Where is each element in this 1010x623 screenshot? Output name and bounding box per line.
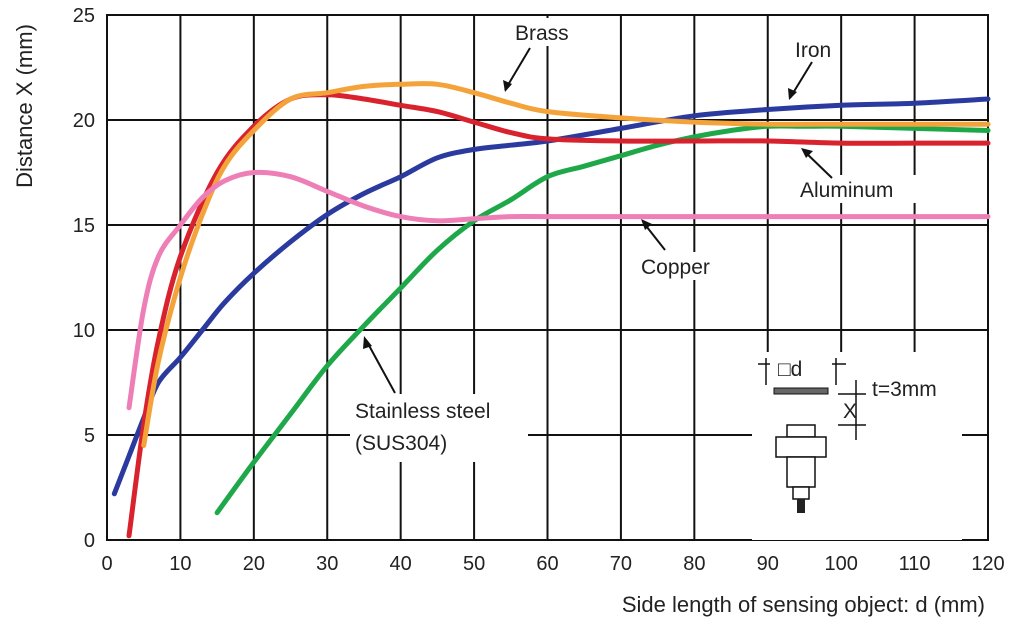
x-axis-title: Side length of sensing object: d (mm) xyxy=(622,592,985,617)
sensor-inset-diagram: □d t=3mm X xyxy=(752,352,962,540)
series-line-iron xyxy=(111,96,991,497)
stainless-label-line1: Stainless steel xyxy=(355,400,490,423)
inset-t-label: t=3mm xyxy=(872,378,937,401)
x-tick-label: 0 xyxy=(101,553,112,575)
x-tick-label: 80 xyxy=(683,553,705,575)
y-tick-label: 20 xyxy=(73,110,95,132)
x-tick-label: 110 xyxy=(899,553,931,575)
x-tick-label: 90 xyxy=(757,553,779,575)
aluminum-label: Aluminum xyxy=(800,179,893,202)
series-line-copper xyxy=(126,169,991,411)
iron-arrowhead xyxy=(788,88,797,100)
brass-label: Brass xyxy=(515,22,569,45)
inset-sensor-head xyxy=(786,424,816,438)
inset-sensor-nut xyxy=(775,436,827,458)
x-tick-label: 50 xyxy=(463,553,485,575)
x-tick-label: 100 xyxy=(824,553,857,575)
inset-d-label: □d xyxy=(778,358,802,381)
series-lines xyxy=(111,81,991,539)
inset-sensor-neck xyxy=(792,486,810,500)
x-tick-label: 20 xyxy=(243,553,265,575)
y-tick-label: 5 xyxy=(84,425,95,447)
x-tick-label: 10 xyxy=(169,553,191,575)
y-axis-title: Distance X (mm) xyxy=(12,24,37,188)
series-line-brass xyxy=(141,81,991,448)
copper-label: Copper xyxy=(641,256,710,279)
inset-sensor-cable xyxy=(797,499,805,513)
inset-x-label: X xyxy=(843,400,857,423)
annotations: Brass Iron Aluminum Copper Stainless ste… xyxy=(350,18,918,462)
copper-arrowhead xyxy=(641,219,652,230)
y-tick-label: 10 xyxy=(73,320,95,342)
brass-arrowhead xyxy=(503,80,512,92)
x-tick-label: 120 xyxy=(971,553,1004,575)
y-tick-label: 0 xyxy=(84,530,95,552)
stainless-label-line2: (SUS304) xyxy=(355,432,447,455)
x-tick-label: 60 xyxy=(536,553,558,575)
tick-labels: 0 10 20 30 40 50 60 70 80 90 100 110 120 0 5 10 15 20 25 xyxy=(73,5,1005,575)
brass-label-bg xyxy=(510,18,582,46)
y-tick-label: 25 xyxy=(73,5,95,27)
inset-target-plate xyxy=(773,387,829,395)
x-tick-label: 40 xyxy=(390,553,412,575)
stainless-label-bg xyxy=(350,394,528,462)
x-tick-label: 30 xyxy=(316,553,338,575)
iron-label-bg xyxy=(792,36,838,62)
stainless-arrowhead xyxy=(363,336,372,349)
stainless-leader xyxy=(365,339,396,394)
aluminum-arrowhead xyxy=(801,148,813,158)
copper-label-bg xyxy=(637,252,733,280)
x-tick-label: 70 xyxy=(610,553,632,575)
inset-sensor-body xyxy=(786,456,816,488)
y-tick-label: 15 xyxy=(73,215,95,237)
iron-label: Iron xyxy=(795,39,831,62)
aluminum-label-bg xyxy=(796,175,918,203)
series-line-aluminum xyxy=(126,92,991,539)
